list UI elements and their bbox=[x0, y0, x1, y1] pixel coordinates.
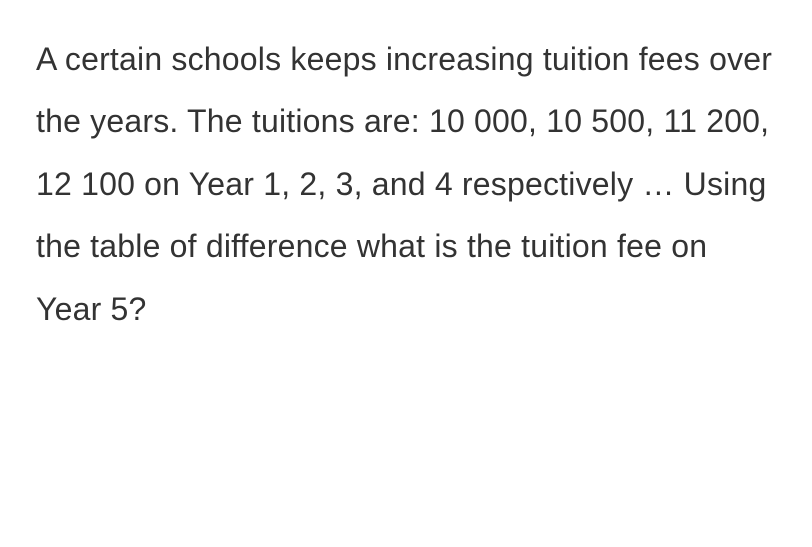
question-text: A certain schools keeps increasing tuiti… bbox=[36, 28, 776, 340]
